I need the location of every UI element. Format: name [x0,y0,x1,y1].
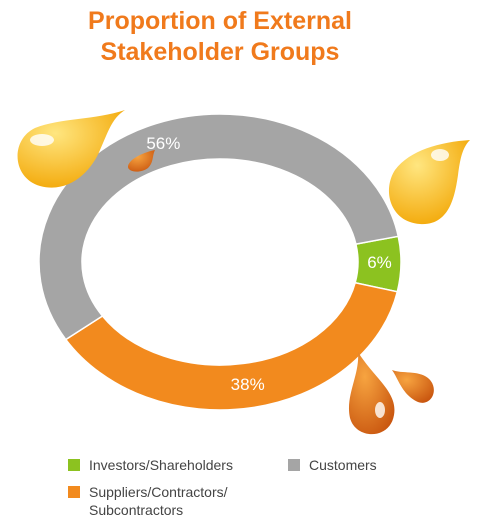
legend: Investors/Shareholders Customers Suppliers… [68,456,448,518]
legend-swatch [288,459,300,471]
value-label: 6% [367,253,392,272]
decoration [17,110,470,435]
value-label: 56% [146,134,180,153]
value-label: 38% [231,375,265,394]
chart-title: Proportion of External Stakeholder Group… [88,7,352,66]
legend-swatch [68,459,80,471]
legend-item: Customers [288,456,438,474]
legend-item: Investors/Shareholders [68,456,288,474]
legend-label: Suppliers/Contractors/ Subcontractors [89,484,228,518]
legend-item: Suppliers/Contractors/ Subcontractors [68,483,288,518]
legend-label: Customers [309,457,377,473]
legend-swatch [68,486,80,498]
legend-label: Investors/Shareholders [89,457,233,473]
wedge [64,281,399,411]
